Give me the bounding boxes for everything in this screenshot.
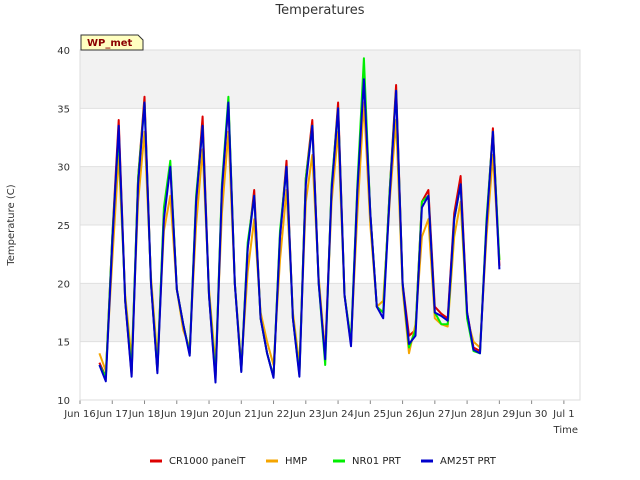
x-tick-label: Jun 16 <box>63 409 96 420</box>
x-tick-label: Jun 20 <box>192 409 225 420</box>
grid-band <box>80 283 580 342</box>
x-tick-label: Jul 1 <box>552 409 575 420</box>
plot-frame <box>79 49 581 401</box>
x-tick-label: Jun 29 <box>483 409 516 420</box>
x-tick-label: Jun 21 <box>225 409 258 420</box>
legend-label: NR01 PRT <box>352 456 402 467</box>
y-axis-ticks: 10 15 20 25 30 35 40 <box>57 46 70 407</box>
grid-band <box>80 50 580 109</box>
x-tick-label: Jun 28 <box>450 409 483 420</box>
x-tick-label: Jun 27 <box>418 409 451 420</box>
x-tick-label: Jun 19 <box>160 409 193 420</box>
chart-title: Temperatures <box>274 3 364 18</box>
x-axis-title: Time <box>553 425 578 436</box>
legend-label: CR1000 panelT <box>169 456 246 467</box>
x-tick-label: Jun 17 <box>95 409 128 420</box>
y-tick-label: 40 <box>57 46 70 57</box>
legend-label: AM25T PRT <box>440 456 497 467</box>
series-lines <box>98 57 501 384</box>
legend-label: HMP <box>285 456 307 467</box>
series-line <box>98 78 501 384</box>
y-tick-label: 25 <box>57 221 70 232</box>
y-tick-label: 20 <box>57 279 70 290</box>
y-tick-label: 35 <box>57 104 70 115</box>
station-badge-label: WP_met <box>87 38 133 49</box>
x-tick-label: Jun 24 <box>321 409 354 420</box>
y-tick-label: 10 <box>57 396 70 407</box>
x-tick-label: Jun 25 <box>354 409 387 420</box>
y-tick-label: 30 <box>57 163 70 174</box>
y-axis-title: Temperature (C) <box>6 184 17 266</box>
x-axis-ticks: Jun 16 Jun 17 Jun 18 Jun 19 Jun 20 Jun 21 Jun … <box>63 400 575 420</box>
legend: CR1000 panelT HMP NR01 PRT AM25T PRT <box>150 456 497 467</box>
y-tick-label: 15 <box>57 338 70 349</box>
x-tick-label: Jun 23 <box>289 409 322 420</box>
x-tick-label: Jun 26 <box>386 409 419 420</box>
x-tick-label: Jun 22 <box>257 409 290 420</box>
x-tick-label: Jun 18 <box>128 409 161 420</box>
station-badge: WP_met <box>80 34 144 51</box>
x-tick-label: Jun 30 <box>515 409 548 420</box>
